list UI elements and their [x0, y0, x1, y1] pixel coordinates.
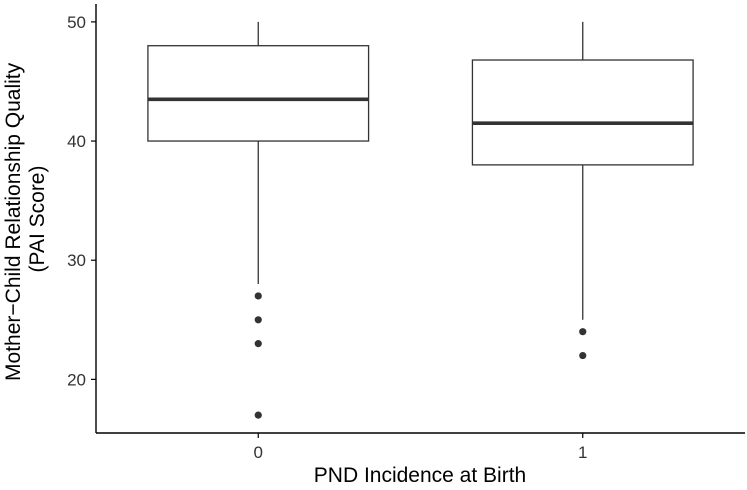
x-tick-label-0: 0 — [254, 443, 263, 462]
outlier-point-1-0 — [579, 328, 587, 336]
outlier-point-0-2 — [254, 340, 262, 348]
axes: 20 30 40 50 0 1 — [67, 4, 745, 462]
outlier-point-1-1 — [579, 351, 587, 360]
y-axis-title-line-1: Mother−Child Relationship Quality — [2, 62, 25, 381]
plot-area — [147, 21, 694, 419]
x-axis-title: PND Incidence at Birth — [314, 464, 526, 487]
y-axis-title-line-2: (PAI Score) — [26, 166, 49, 273]
iqr-box-0 — [147, 45, 370, 142]
y-tick-label-20: 20 — [67, 370, 86, 389]
outlier-point-0-3 — [254, 411, 262, 419]
box-group-0 — [147, 21, 370, 419]
y-tick-label-30: 30 — [67, 251, 86, 270]
x-tick-label-1: 1 — [578, 443, 587, 462]
outlier-point-0-0 — [254, 292, 262, 300]
y-tick-label-40: 40 — [67, 132, 86, 151]
y-axis-title: Mother−Child Relationship Quality (PAI S… — [2, 57, 49, 381]
iqr-box-1 — [471, 59, 694, 166]
box-group-1 — [471, 21, 694, 360]
y-tick-label-50: 50 — [67, 13, 86, 32]
outlier-point-0-1 — [254, 316, 262, 324]
